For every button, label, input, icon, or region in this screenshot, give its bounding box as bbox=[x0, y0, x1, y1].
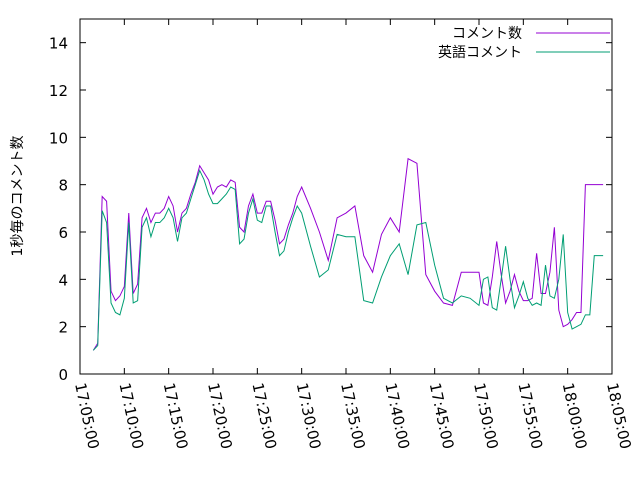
y-tick-label: 14 bbox=[49, 35, 68, 53]
legend-label-2: 英語コメント bbox=[438, 44, 522, 61]
y-tick-label: 12 bbox=[49, 82, 68, 100]
y-tick-label: 0 bbox=[58, 366, 68, 384]
y-tick-label: 6 bbox=[58, 224, 68, 242]
y-tick-label: 8 bbox=[58, 177, 68, 195]
plot-lines bbox=[92, 157, 604, 351]
series-line-2 bbox=[92, 169, 604, 351]
y-tick-label: 4 bbox=[58, 271, 68, 289]
y-tick-label: 10 bbox=[49, 129, 68, 147]
y-axis-title: 1秒毎のコメント数 bbox=[10, 136, 26, 257]
y-tick-label: 2 bbox=[58, 319, 68, 337]
series-line-1 bbox=[92, 157, 604, 351]
legend-label-1: コメント数 bbox=[452, 26, 522, 42]
y-axis-ticks: 0 2 4 6 8 10 12 14 bbox=[49, 35, 612, 384]
